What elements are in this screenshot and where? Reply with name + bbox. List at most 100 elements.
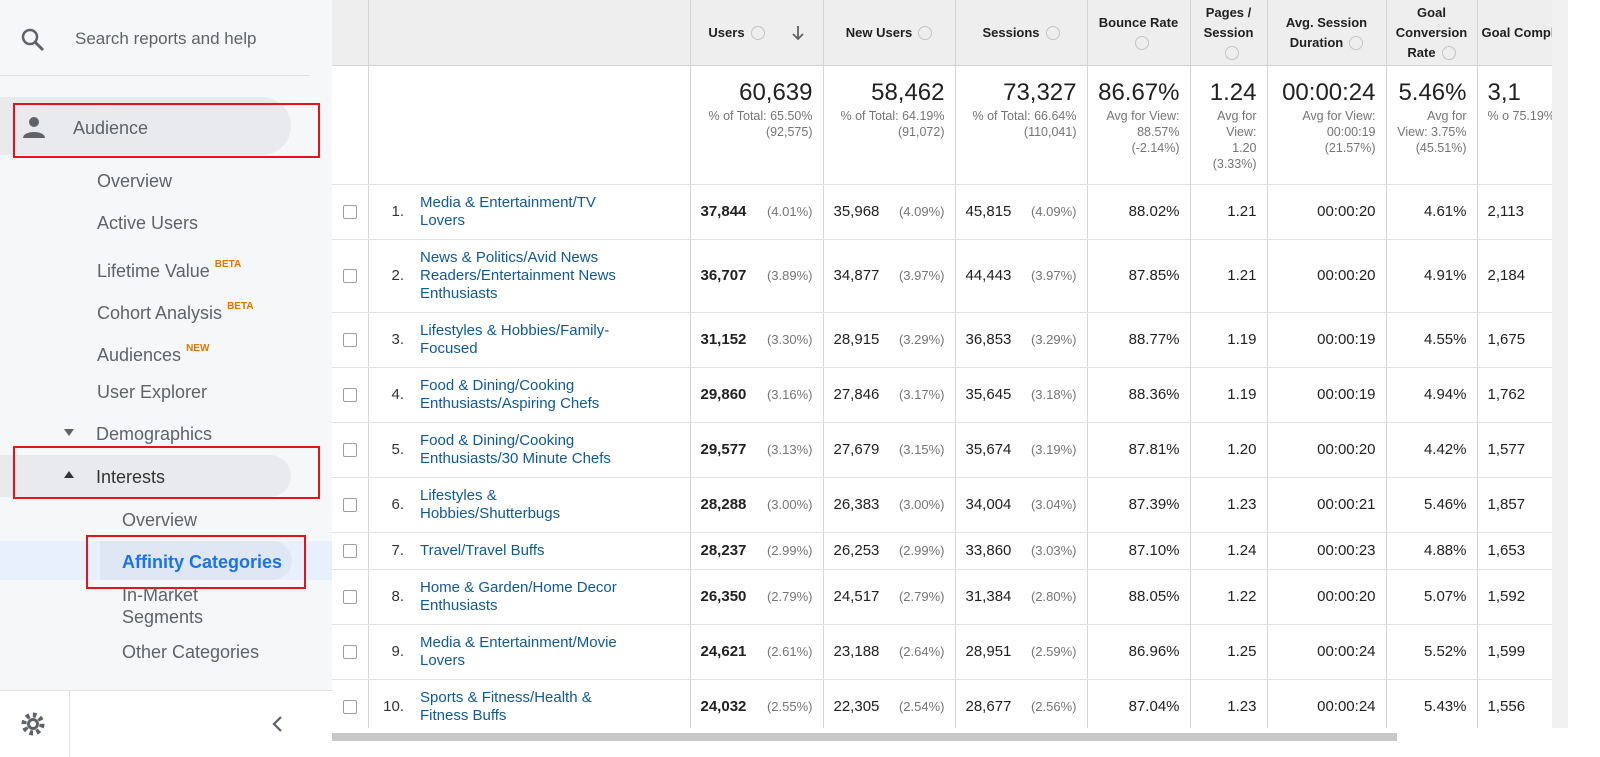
category-link[interactable]: Food & Dining/Cooking Enthusiasts/Aspiri… xyxy=(420,377,600,412)
metric-pair: 26,253 (2.99%) xyxy=(834,542,945,560)
metric-percent: (2.55%) xyxy=(766,699,813,714)
total-cell: 5.46% Avg for View: 3.75% (45.51%) xyxy=(1386,65,1478,185)
row-checkbox[interactable] xyxy=(342,333,357,347)
total-note: Avg for View: 3.75% (45.51%) xyxy=(1397,109,1467,155)
metric-pair: 24,517 (2.79%) xyxy=(834,588,945,606)
metric-percent: (2.54%) xyxy=(898,699,945,714)
row-checkbox[interactable] xyxy=(342,700,357,714)
metric-value: 26,383 xyxy=(833,496,880,513)
header-cell[interactable]: Goal Completi xyxy=(1477,0,1552,66)
metric-percent: (2.99%) xyxy=(898,543,945,558)
metric-cell: 34,004 (3.04%) xyxy=(955,477,1088,533)
metric-percent: (3.30%) xyxy=(766,332,813,347)
metric-pair: 23,188 (2.64%) xyxy=(834,643,945,661)
collapse-icon[interactable] xyxy=(271,715,283,733)
rank: 3. xyxy=(368,312,410,368)
metric-pair: 28,677 (2.56%) xyxy=(966,698,1077,716)
nav-item-selected[interactable]: Affinity Categories xyxy=(122,552,283,572)
nav-item[interactable]: Lifetime Value BETA xyxy=(97,254,241,282)
metric-cell: 1,592 xyxy=(1477,569,1552,625)
category-link[interactable]: Travel/Travel Buffs xyxy=(420,542,545,559)
metric-pair: 29,577 (3.13%) xyxy=(701,441,813,459)
row-checkbox[interactable] xyxy=(342,590,357,604)
header-cell[interactable]: Users xyxy=(690,0,824,66)
metric-pair: 24,032 (2.55%) xyxy=(701,698,813,716)
nav-item[interactable]: Overview xyxy=(122,510,198,530)
rank: 1. xyxy=(368,184,410,240)
metric-cell: 5.52% xyxy=(1386,624,1478,680)
nav-item[interactable]: User Explorer xyxy=(97,382,208,402)
metric-value: 22,305 xyxy=(833,698,880,715)
metric-cell: 31,384 (2.80%) xyxy=(955,569,1088,625)
category-link[interactable]: Lifestyles & Hobbies/Shutterbugs xyxy=(420,487,561,522)
metric-cell: 28,951 (2.59%) xyxy=(955,624,1088,680)
checkbox-cell xyxy=(332,477,369,533)
category-link[interactable]: Media & Entertainment/TV Lovers xyxy=(420,194,596,229)
sort-arrow[interactable] xyxy=(791,25,805,41)
category-link[interactable]: Sports & Fitness/Health & Fitness Buffs xyxy=(420,689,592,724)
header-cell[interactable]: Pages / Session xyxy=(1190,0,1268,66)
nav-item[interactable]: Audiences NEW xyxy=(97,338,209,366)
settings-icon[interactable] xyxy=(20,711,46,737)
search-input[interactable]: Search reports and help xyxy=(75,29,257,48)
help-icon xyxy=(1349,36,1364,51)
metric-pair: 33,860 (3.03%) xyxy=(966,542,1077,560)
category-link[interactable]: Media & Entertainment/Movie Lovers xyxy=(420,634,617,669)
metric-percent: (4.09%) xyxy=(1030,204,1077,219)
header-cell[interactable]: Sessions xyxy=(955,0,1088,66)
metric-cell: 29,577 (3.13%) xyxy=(690,422,824,478)
nav-item[interactable]: Cohort Analysis BETA xyxy=(97,296,254,324)
horizontal-scrollbar[interactable] xyxy=(332,733,1397,741)
row-checkbox[interactable] xyxy=(342,388,357,402)
total-value: 73,327 xyxy=(1003,79,1077,106)
nav-audience[interactable]: Audience xyxy=(73,118,149,138)
header-cell[interactable]: New Users xyxy=(823,0,956,66)
nav-label: Audiences xyxy=(97,345,182,365)
metric-cell: 35,645 (3.18%) xyxy=(955,367,1088,423)
category-link[interactable]: Food & Dining/Cooking Enthusiasts/30 Min… xyxy=(420,432,611,467)
category-link[interactable]: Home & Garden/Home Decor Enthusiasts xyxy=(420,579,617,614)
nav-item[interactable]: Active Users xyxy=(97,213,199,233)
metric-percent: (3.03%) xyxy=(1030,543,1077,558)
metric-cell: 00:00:19 xyxy=(1267,367,1387,423)
metric-percent: (3.00%) xyxy=(898,497,945,512)
row-checkbox[interactable] xyxy=(342,645,357,659)
category-link[interactable]: Lifestyles & Hobbies/Family-Focused xyxy=(420,322,610,357)
header-cell[interactable]: Goal Conversion Rate xyxy=(1386,0,1478,66)
help-icon xyxy=(1045,26,1060,41)
metric-pair: 44,443 (3.97%) xyxy=(966,267,1077,285)
column-title: Goal Completi xyxy=(1481,24,1553,40)
checkbox-cell xyxy=(332,239,369,313)
metric-percent: (3.29%) xyxy=(898,332,945,347)
metric-percent: (2.79%) xyxy=(766,589,813,604)
metric-cell: 1.23 xyxy=(1190,477,1268,533)
category-link[interactable]: News & Politics/Avid News Readers/Entert… xyxy=(420,249,616,302)
metric-cell: 5.07% xyxy=(1386,569,1478,625)
search-icon[interactable] xyxy=(20,27,46,53)
nav-item[interactable]: In-Market Segments xyxy=(122,585,204,627)
row-checkbox[interactable] xyxy=(342,269,357,283)
checkbox-cell xyxy=(332,532,369,570)
header-cell[interactable]: Bounce Rate xyxy=(1087,0,1191,66)
nav-item[interactable]: Demographics xyxy=(96,424,213,444)
metric-value: 27,679 xyxy=(833,441,880,458)
row-checkbox[interactable] xyxy=(342,498,357,512)
nav-item[interactable]: Interests xyxy=(96,467,166,487)
metric-cell: 1.20 xyxy=(1190,422,1268,478)
nav-item[interactable]: Overview xyxy=(97,171,173,191)
rank: 4. xyxy=(368,367,410,423)
row-checkbox[interactable] xyxy=(342,443,357,457)
metric-cell: 26,350 (2.79%) xyxy=(690,569,824,625)
nav-item[interactable]: Other Categories xyxy=(122,642,260,662)
metric-cell: 28,288 (3.00%) xyxy=(690,477,824,533)
metric-cell: 1,675 xyxy=(1477,312,1552,368)
name-cell: Lifestyles & Hobbies/Shutterbugs xyxy=(410,477,691,533)
header-cell xyxy=(368,0,691,66)
row-checkbox[interactable] xyxy=(342,205,357,219)
metric-value: 29,860 xyxy=(700,386,747,403)
header-cell[interactable]: Avg. Session Duration xyxy=(1267,0,1387,66)
divider xyxy=(0,75,310,76)
metric-percent: (3.89%) xyxy=(766,268,813,283)
checkbox-cell xyxy=(332,624,369,680)
row-checkbox[interactable] xyxy=(342,544,357,558)
